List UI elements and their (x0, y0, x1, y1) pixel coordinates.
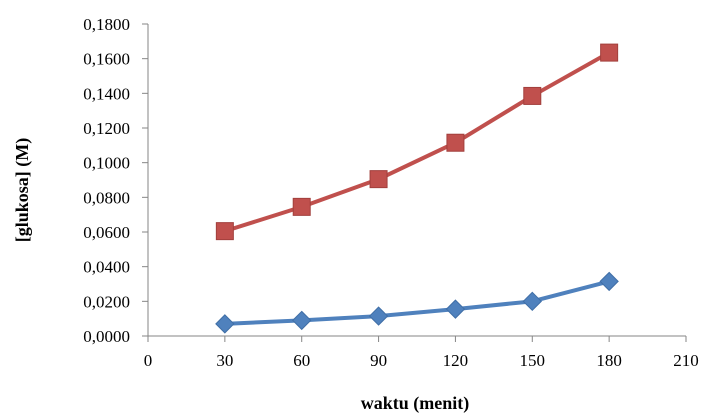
y-tick-label: 0,1400 (83, 84, 130, 103)
series-2 (215, 271, 619, 334)
y-tick-label: 0,0800 (83, 188, 130, 207)
data-point (215, 222, 234, 241)
x-tick-label: 150 (520, 351, 546, 370)
x-tick-label: 60 (293, 351, 310, 370)
y-tick-label: 0,0400 (83, 258, 130, 277)
data-point (523, 86, 542, 105)
y-tick-label: 0,1000 (83, 154, 130, 173)
data-point (368, 306, 389, 326)
y-tick-label: 0,0600 (83, 223, 130, 242)
data-point (215, 314, 235, 334)
data-point (600, 43, 619, 62)
data-point (292, 197, 311, 216)
data-point (292, 310, 312, 331)
x-tick-label: 180 (596, 351, 622, 370)
y-tick-label: 0,0000 (83, 327, 130, 346)
series-1 (215, 43, 619, 241)
y-tick-label: 0,1200 (83, 119, 130, 138)
data-point (445, 299, 466, 319)
x-tick-label: 210 (673, 351, 699, 370)
data-point (446, 133, 465, 152)
data-point (599, 271, 619, 292)
x-tick-label: 120 (443, 351, 469, 370)
x-tick-label: 30 (216, 351, 233, 370)
data-point (369, 170, 388, 189)
series-line (222, 50, 612, 234)
x-axis-title: waktu (menit) (361, 393, 470, 414)
y-tick-label: 0,1800 (83, 15, 130, 34)
series-line (222, 279, 612, 326)
x-tick-label: 0 (144, 351, 153, 370)
axes: 0,0000 0,0200 0,0400 0,0600 0,0800 0,1000 0,12… (83, 15, 699, 370)
series-layer (215, 43, 619, 334)
data-point (522, 291, 542, 312)
x-tick-label: 90 (370, 351, 387, 370)
y-axis-title: [glukosa] (M) (12, 138, 33, 243)
y-tick-label: 0,1600 (83, 50, 130, 69)
y-tick-label: 0,0200 (83, 292, 130, 311)
